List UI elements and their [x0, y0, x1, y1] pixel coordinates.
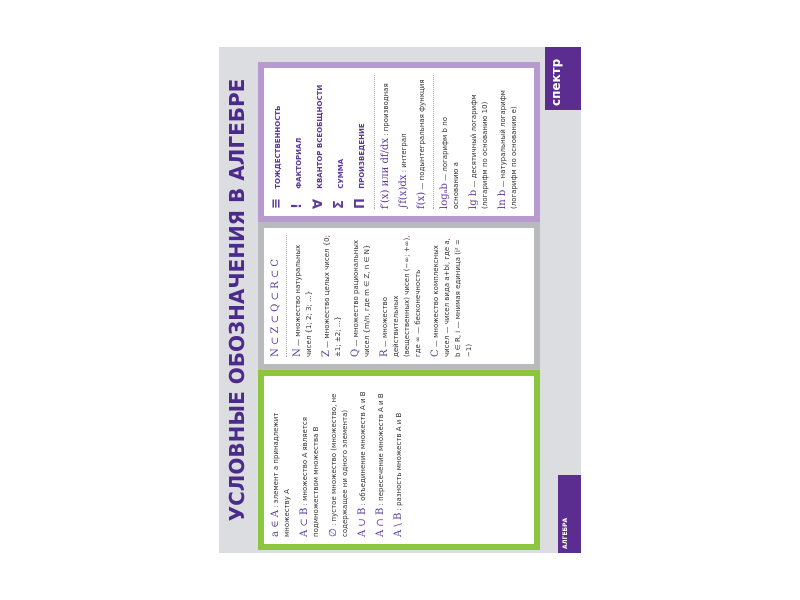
list-item: ! ФАКТОРИАЛ — [290, 75, 306, 209]
description: : объединение множеств A и B — [359, 391, 367, 506]
symbol: Q — [350, 348, 361, 357]
symbol: ≡ — [269, 198, 284, 209]
list-item: ∀ КВАНТОР ВСЕОБЩНОСТИ — [311, 75, 327, 209]
description: — множество натуральных чисел {1; 2; 3; … — [294, 244, 313, 357]
symbol: A \ B — [393, 512, 404, 537]
symbol: ∀ — [311, 198, 326, 209]
list-item: A ∩ B : пересечение множеств A и B — [374, 383, 387, 537]
list-item: Q — множество рациональных чисел {m/n, г… — [349, 235, 373, 357]
list-item: f′(x) или df/dx : производная — [379, 75, 392, 209]
number-sets-panel: N ⊂ Z ⊂ Q ⊂ R ⊂ C N — множество натураль… — [258, 222, 540, 370]
symbol: A ⊂ B — [299, 507, 310, 537]
symbol: logₐb — [439, 183, 450, 209]
symbol: ∫f(x)dx — [398, 174, 409, 209]
list-item: C — множество комплексных чисел — чисел … — [429, 235, 475, 357]
list-item: Π ПРОИЗВЕДЕНИЕ — [353, 75, 369, 209]
description: — множество комплексных чисел — чисел ви… — [432, 238, 473, 357]
description: ПРОИЗВЕДЕНИЕ — [358, 123, 366, 189]
symbol: A ∩ B — [375, 507, 386, 537]
list-item: a ∈ A : элемент a принадлежит множеству … — [269, 383, 293, 537]
description: — множество действительных (вещественных… — [381, 235, 422, 357]
description: КВАНТОР ВСЕОБЩНОСТИ — [316, 84, 324, 189]
symbol: f′(x) или df/dx — [380, 138, 391, 209]
list-item: N — множество натуральных чисел {1; 2; 3… — [291, 235, 315, 357]
symbol: A ∪ B — [357, 507, 368, 537]
brand-logo: спектр — [545, 47, 581, 110]
list-item: logₐb — логарифм b по основанию a — [438, 75, 462, 209]
symbol: C — [430, 349, 441, 357]
sets-panel: a ∈ A : элемент a принадлежит множеству … — [258, 370, 540, 550]
symbol: R — [379, 349, 390, 357]
list-item: Z — множество целых чисел {0; ±1; ±2; ..… — [320, 235, 344, 357]
list-item: ∫f(x)dx : интеграл — [397, 75, 410, 209]
poster: УСЛОВНЫЕ ОБОЗНАЧЕНИЯ В АЛГЕБРЕ a ∈ A : э… — [219, 47, 581, 553]
symbol: a ∈ A — [270, 510, 281, 537]
symbol: Π — [353, 198, 368, 209]
description: — подынтегральная функция — [418, 79, 426, 190]
list-item: R — множество действительных (вещественн… — [378, 235, 424, 357]
list-item: f(x) — подынтегральная функция — [415, 75, 428, 209]
description: СУММА — [337, 158, 345, 189]
symbols-panel: ≡ ТОЖДЕСТВЕННОСТЬ! ФАКТОРИАЛ ∀ КВАНТОР ВС… — [258, 62, 540, 222]
symbol: Z — [321, 350, 332, 357]
list-item: ln b — натуральный логарифм (логарифм по… — [496, 75, 520, 209]
list-item: A ∪ B : объединение множеств A и B — [356, 383, 369, 537]
list-item: Σ СУММА — [332, 75, 348, 209]
symbol: Σ — [332, 200, 347, 209]
symbol: N — [292, 348, 303, 357]
list-item: lg b — десятичный логарифм (логарифм по … — [467, 75, 491, 209]
symbol: f(x) — [416, 191, 427, 209]
description: ТОЖДЕСТВЕННОСТЬ — [274, 105, 282, 189]
series-label: АЛГЕБРА — [558, 475, 581, 553]
list-item: ≡ ТОЖДЕСТВЕННОСТЬ — [269, 75, 285, 210]
list-item: A ⊂ B : множество A является подмножеств… — [298, 383, 322, 537]
description: — множество целых чисел {0; ±1; ±2; ...} — [323, 235, 342, 357]
description: ФАКТОРИАЛ — [295, 137, 303, 189]
description: : интеграл — [400, 133, 408, 173]
poster-title: УСЛОВНЫЕ ОБОЗНАЧЕНИЯ В АЛГЕБРЕ — [225, 78, 249, 522]
set-chain: N ⊂ Z ⊂ Q ⊂ R ⊂ C — [270, 258, 281, 357]
description: : пустое множество (множество, не содерж… — [330, 393, 349, 537]
list-item: ∅ : пустое множество (множество, не соде… — [327, 383, 351, 537]
symbol: lg b — [468, 189, 479, 209]
description: — множество рациональных чисел {m/n, где… — [352, 239, 371, 357]
description: : пересечение множеств A и B — [377, 393, 385, 506]
symbol: ln b — [497, 189, 508, 209]
description: : производная — [382, 83, 390, 136]
list-item: A \ B : разность множеств A и B — [392, 383, 405, 537]
description: : разность множеств A и B — [395, 412, 403, 511]
symbol: ! — [290, 203, 305, 209]
symbol: ∅ — [328, 528, 339, 537]
